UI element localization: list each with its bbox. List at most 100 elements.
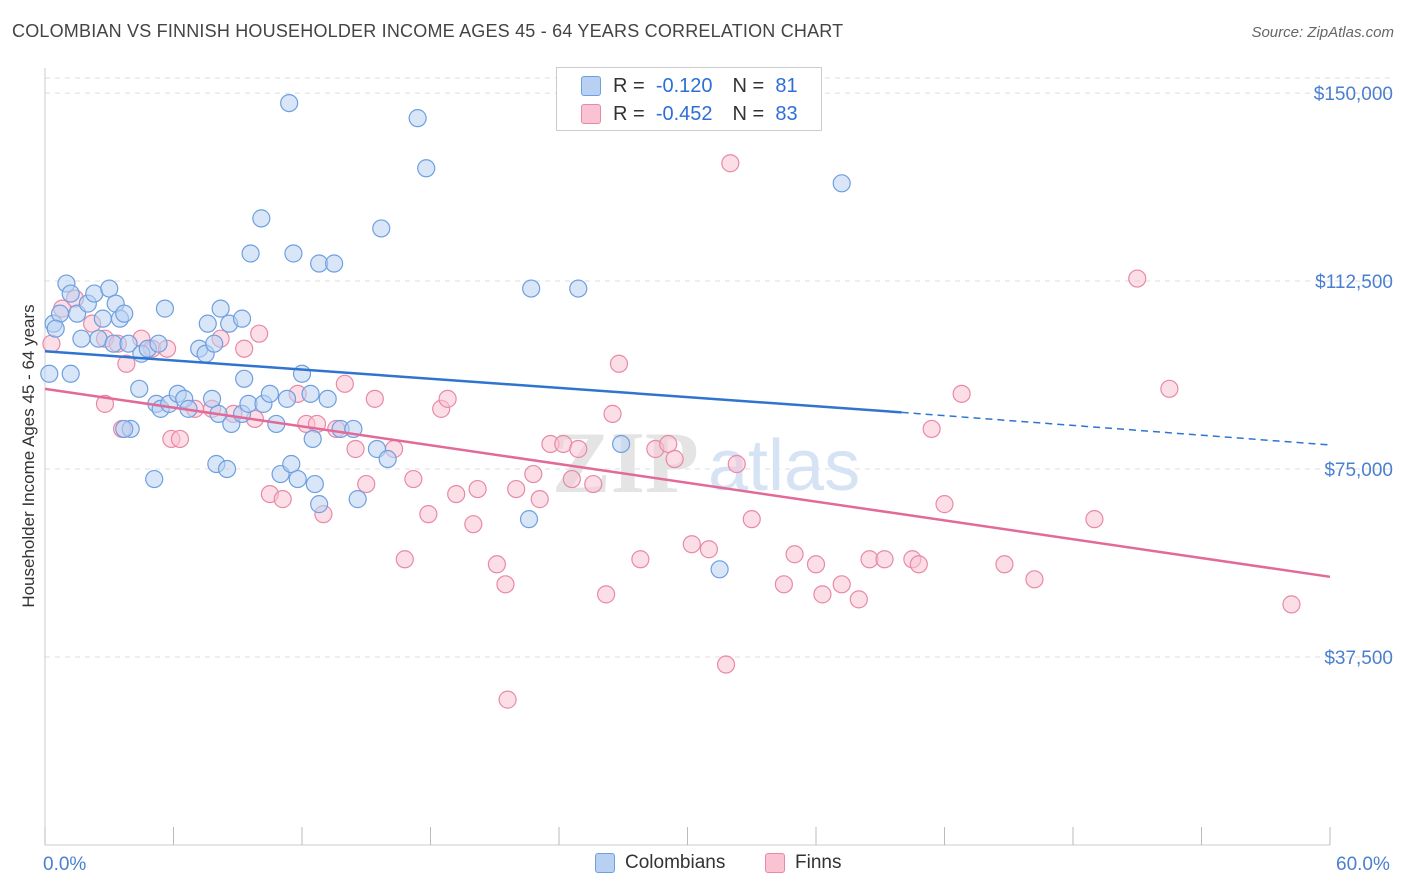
colombian-point: [40, 364, 59, 383]
finn-point: [530, 490, 549, 509]
series-legend-colombians[interactable]: Colombians: [595, 852, 725, 874]
colombian-point: [282, 454, 301, 474]
trend-lines: [44, 349, 1331, 579]
finn-point: [682, 535, 701, 554]
finn-point: [438, 389, 457, 408]
finn-point: [995, 555, 1014, 574]
series-label-colombians: Colombians: [625, 852, 726, 873]
colombian-point: [241, 244, 260, 263]
colombian-point: [318, 389, 337, 408]
finn-point: [1128, 269, 1147, 288]
colombian-point: [305, 474, 324, 494]
colombian-point: [72, 329, 91, 348]
finn-point: [806, 555, 826, 574]
colombian-point: [46, 319, 65, 338]
series-label-finns: Finns: [795, 852, 842, 873]
colombian-point: [211, 299, 230, 318]
finn-point: [524, 464, 543, 484]
y-tick-label: $150,000: [1314, 84, 1393, 105]
finn-point: [721, 154, 740, 173]
colombian-point: [612, 434, 631, 454]
finn-point: [562, 469, 581, 489]
colombian-point: [569, 279, 588, 298]
colombian-point: [277, 389, 297, 408]
colombian-point: [378, 449, 397, 469]
colombian-point: [280, 93, 299, 113]
finn-point: [727, 454, 746, 474]
colombian-point: [292, 364, 312, 383]
legend-r-label: R =: [613, 74, 645, 97]
colombian-point: [155, 299, 175, 318]
finn-point: [609, 354, 629, 373]
finn-point: [909, 555, 928, 574]
legend-n-value-finns: 83: [775, 102, 798, 125]
finn-point: [1160, 379, 1179, 398]
chart-title: COLOMBIAN VS FINNISH HOUSEHOLDER INCOME …: [12, 21, 844, 41]
y-tick-labels: $150,000 $112,500 $75,000 $37,500: [1314, 84, 1393, 669]
finn-point: [335, 374, 354, 393]
finns-trend-line: [44, 387, 1331, 579]
finn-point: [464, 515, 483, 534]
y-tick-label: $112,500: [1315, 272, 1393, 293]
colombian-point: [205, 334, 224, 353]
legend-r-value-colombians: -0.120: [655, 74, 713, 97]
colombian-point: [325, 254, 344, 273]
finn-point: [1025, 570, 1044, 589]
finn-point: [1282, 595, 1301, 614]
finn-point: [665, 449, 684, 469]
colombian-point: [301, 384, 320, 403]
colombian-point: [372, 219, 391, 238]
finn-point: [774, 575, 793, 594]
finn-point: [365, 389, 384, 408]
colombian-point: [522, 279, 541, 298]
finn-point: [235, 339, 254, 358]
finn-point: [507, 479, 526, 499]
finn-point: [419, 505, 438, 524]
colombian-point: [61, 284, 80, 303]
source-credit: Source: ZipAtlas.com: [1251, 24, 1394, 41]
series-legend-finns[interactable]: Finns: [765, 852, 841, 874]
finn-point: [584, 474, 603, 494]
watermark: ZIP atlas: [552, 415, 860, 512]
colombian-point: [50, 304, 70, 323]
finn-point: [498, 690, 517, 709]
colombian-point: [115, 419, 134, 439]
y-tick-label: $75,000: [1324, 460, 1393, 481]
finns-points: [42, 154, 1301, 709]
colombians-points: [40, 93, 851, 579]
colombian-point: [832, 174, 851, 193]
finn-point: [935, 495, 954, 514]
colombian-point: [252, 209, 271, 228]
y-tick-label: $37,500: [1324, 648, 1393, 669]
finn-point: [603, 404, 622, 423]
finn-point: [597, 585, 616, 604]
finn-point: [42, 334, 61, 353]
colombian-point: [232, 309, 252, 328]
finn-point: [95, 394, 115, 413]
finn-point: [716, 655, 736, 674]
colombian-point: [519, 510, 539, 529]
colombian-point: [310, 495, 329, 514]
finn-point: [659, 434, 678, 454]
finn-point: [569, 439, 588, 459]
finn-point: [742, 510, 761, 529]
colombian-point: [235, 369, 254, 388]
colombian-point: [61, 364, 80, 383]
colombian-point: [198, 314, 217, 333]
legend-n-label: N =: [732, 102, 765, 125]
finn-point: [170, 429, 190, 449]
colombian-point: [303, 429, 322, 449]
colombian-point: [417, 159, 436, 178]
legend-row-colombians: R = -0.120 N = 81: [581, 73, 798, 99]
colombian-point: [284, 244, 303, 263]
legend-n-label: N =: [732, 74, 765, 97]
series-legend: Colombians Finns: [0, 852, 1406, 878]
colombian-point: [119, 334, 138, 353]
finn-point: [395, 550, 414, 569]
colombian-point: [130, 379, 149, 398]
y-axis-label: Householder Income Ages 45 - 64 years: [19, 304, 38, 607]
legend-swatch-finns: [581, 104, 601, 124]
colombian-point: [93, 309, 112, 328]
x-ticks: [44, 827, 1331, 845]
